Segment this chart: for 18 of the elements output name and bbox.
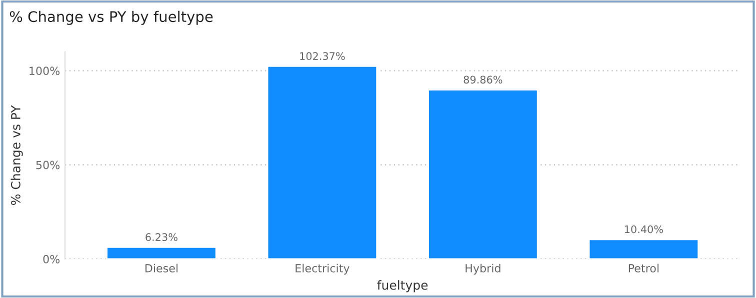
chart-title: % Change vs PY by fueltype <box>10 10 213 25</box>
bar <box>588 238 700 259</box>
x-tick-label: Electricity <box>296 264 350 275</box>
x-tick-label: Hybrid <box>466 264 500 275</box>
y-tick-label: 0% <box>43 254 60 264</box>
x-tick-label: Petrol <box>628 264 658 272</box>
data-label: 89.86% <box>464 76 502 84</box>
y-tick-label: 100% <box>30 66 60 76</box>
y-axis-title: % Change vs PY <box>10 105 23 205</box>
x-tick-label: Diesel <box>145 264 178 272</box>
data-label: 102.37% <box>300 52 345 60</box>
bar <box>106 246 217 259</box>
bar <box>428 89 538 259</box>
x-axis-title: fueltype <box>377 280 428 292</box>
data-label: 10.40% <box>624 225 663 234</box>
y-tick-label: 50% <box>36 160 60 170</box>
data-label: 6.23% <box>146 233 178 242</box>
bar <box>266 66 378 259</box>
